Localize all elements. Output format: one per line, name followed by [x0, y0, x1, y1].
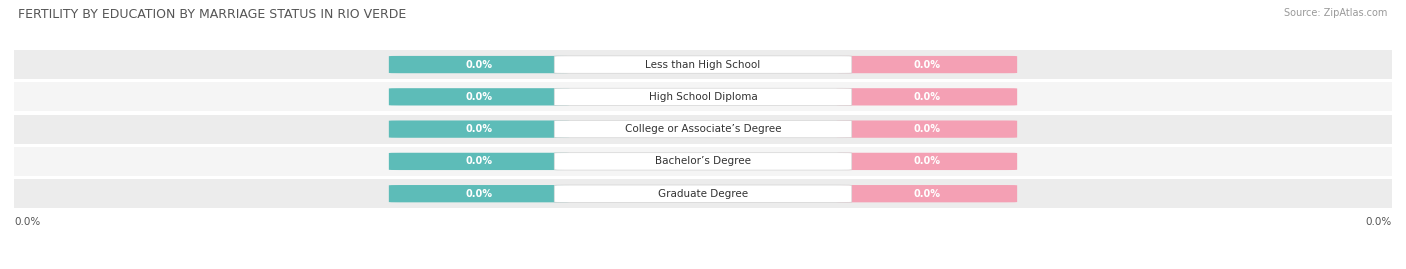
- Text: 0.0%: 0.0%: [465, 156, 492, 167]
- FancyBboxPatch shape: [389, 56, 569, 73]
- Text: 0.0%: 0.0%: [465, 189, 492, 199]
- Text: 0.0%: 0.0%: [914, 92, 941, 102]
- FancyBboxPatch shape: [837, 56, 1017, 73]
- FancyBboxPatch shape: [837, 88, 1017, 105]
- FancyBboxPatch shape: [554, 185, 852, 202]
- Bar: [14, 82, 1392, 111]
- Text: 0.0%: 0.0%: [1365, 217, 1392, 227]
- Text: FERTILITY BY EDUCATION BY MARRIAGE STATUS IN RIO VERDE: FERTILITY BY EDUCATION BY MARRIAGE STATU…: [18, 8, 406, 21]
- Text: 0.0%: 0.0%: [914, 59, 941, 70]
- FancyBboxPatch shape: [837, 185, 1017, 202]
- Text: Less than High School: Less than High School: [645, 59, 761, 70]
- Text: 0.0%: 0.0%: [914, 189, 941, 199]
- Bar: [14, 50, 1392, 79]
- Bar: [14, 147, 1392, 176]
- Bar: [14, 179, 1392, 208]
- Text: 0.0%: 0.0%: [914, 156, 941, 167]
- FancyBboxPatch shape: [389, 185, 569, 202]
- Text: 0.0%: 0.0%: [14, 217, 41, 227]
- Text: 0.0%: 0.0%: [465, 92, 492, 102]
- FancyBboxPatch shape: [389, 153, 569, 170]
- FancyBboxPatch shape: [837, 121, 1017, 138]
- Bar: [14, 115, 1392, 144]
- FancyBboxPatch shape: [554, 153, 852, 170]
- FancyBboxPatch shape: [554, 56, 852, 73]
- Text: Bachelor’s Degree: Bachelor’s Degree: [655, 156, 751, 167]
- Text: 0.0%: 0.0%: [465, 124, 492, 134]
- FancyBboxPatch shape: [389, 88, 569, 105]
- FancyBboxPatch shape: [389, 121, 569, 138]
- Text: College or Associate’s Degree: College or Associate’s Degree: [624, 124, 782, 134]
- Text: 0.0%: 0.0%: [465, 59, 492, 70]
- Text: Graduate Degree: Graduate Degree: [658, 189, 748, 199]
- Text: Source: ZipAtlas.com: Source: ZipAtlas.com: [1284, 8, 1388, 18]
- FancyBboxPatch shape: [554, 88, 852, 105]
- FancyBboxPatch shape: [837, 153, 1017, 170]
- FancyBboxPatch shape: [554, 121, 852, 138]
- Text: High School Diploma: High School Diploma: [648, 92, 758, 102]
- Text: 0.0%: 0.0%: [914, 124, 941, 134]
